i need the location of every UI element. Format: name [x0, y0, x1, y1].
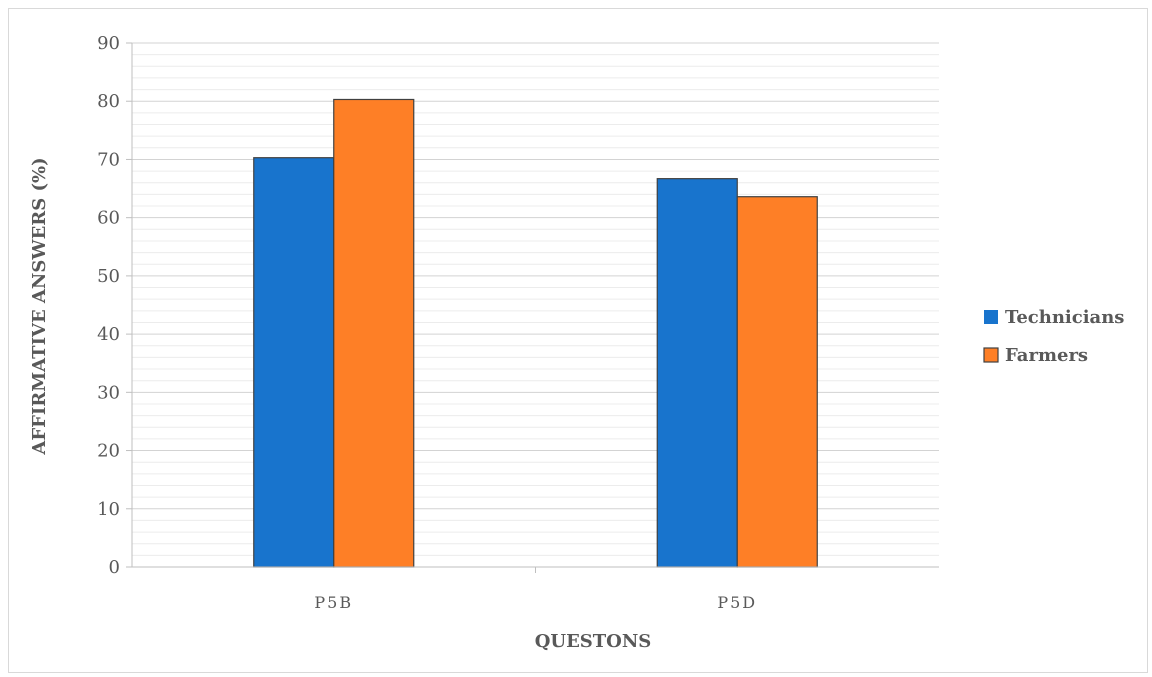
tick-labels: 0 10 20 30 40 50 60 70 80 90 P5B P5D	[97, 33, 757, 612]
y-tick-label: 20	[97, 441, 120, 462]
legend-swatch-farmers	[983, 347, 999, 363]
bar-technicians-p5d	[656, 178, 738, 568]
y-tick-label: 60	[97, 208, 120, 229]
y-tick-label: 90	[97, 33, 120, 54]
y-tick-label: 80	[97, 91, 120, 112]
x-category-label: P5D	[717, 593, 757, 612]
x-axis-title: QUESTONS	[535, 631, 652, 652]
y-tick-label: 10	[97, 499, 120, 520]
bar-farmers-p5b	[333, 98, 415, 568]
legend-label-farmers: Farmers	[1005, 345, 1088, 366]
legend-label-technicians: Technicians	[1005, 307, 1124, 328]
legend: Technicians Farmers	[983, 307, 1124, 366]
grid-lines	[132, 42, 939, 556]
bar-chart: 0 10 20 30 40 50 60 70 80 90 P5B P5D AFFIRMATIVE AN…	[29, 33, 1124, 652]
bar-technicians-p5b	[253, 157, 335, 568]
y-tick-label: 40	[97, 324, 120, 345]
y-tick-label: 0	[109, 557, 120, 578]
legend-swatch-technicians	[984, 310, 998, 324]
y-tick-label: 30	[97, 382, 120, 403]
y-tick-label: 70	[97, 149, 120, 170]
axes	[126, 42, 939, 573]
y-tick-label: 50	[97, 266, 120, 287]
bar-farmers-p5d	[736, 196, 818, 568]
x-category-label: P5B	[314, 593, 353, 612]
bars	[253, 98, 818, 568]
chart-frame: 0 10 20 30 40 50 60 70 80 90 P5B P5D AFFIRMATIVE AN…	[8, 8, 1148, 673]
y-axis-title: AFFIRMATIVE ANSWERS (%)	[29, 157, 50, 455]
